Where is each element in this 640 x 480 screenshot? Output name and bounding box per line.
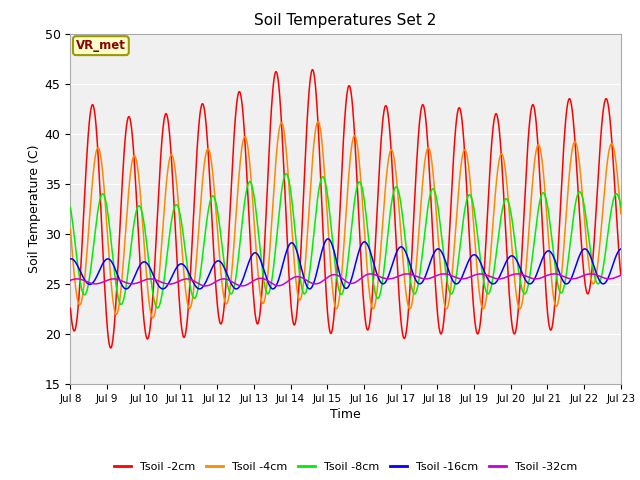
Legend: Tsoil -2cm, Tsoil -4cm, Tsoil -8cm, Tsoil -16cm, Tsoil -32cm: Tsoil -2cm, Tsoil -4cm, Tsoil -8cm, Tsoi… <box>110 457 581 477</box>
Text: VR_met: VR_met <box>76 39 126 52</box>
Title: Soil Temperatures Set 2: Soil Temperatures Set 2 <box>255 13 436 28</box>
X-axis label: Time: Time <box>330 408 361 421</box>
Y-axis label: Soil Temperature (C): Soil Temperature (C) <box>28 144 40 273</box>
